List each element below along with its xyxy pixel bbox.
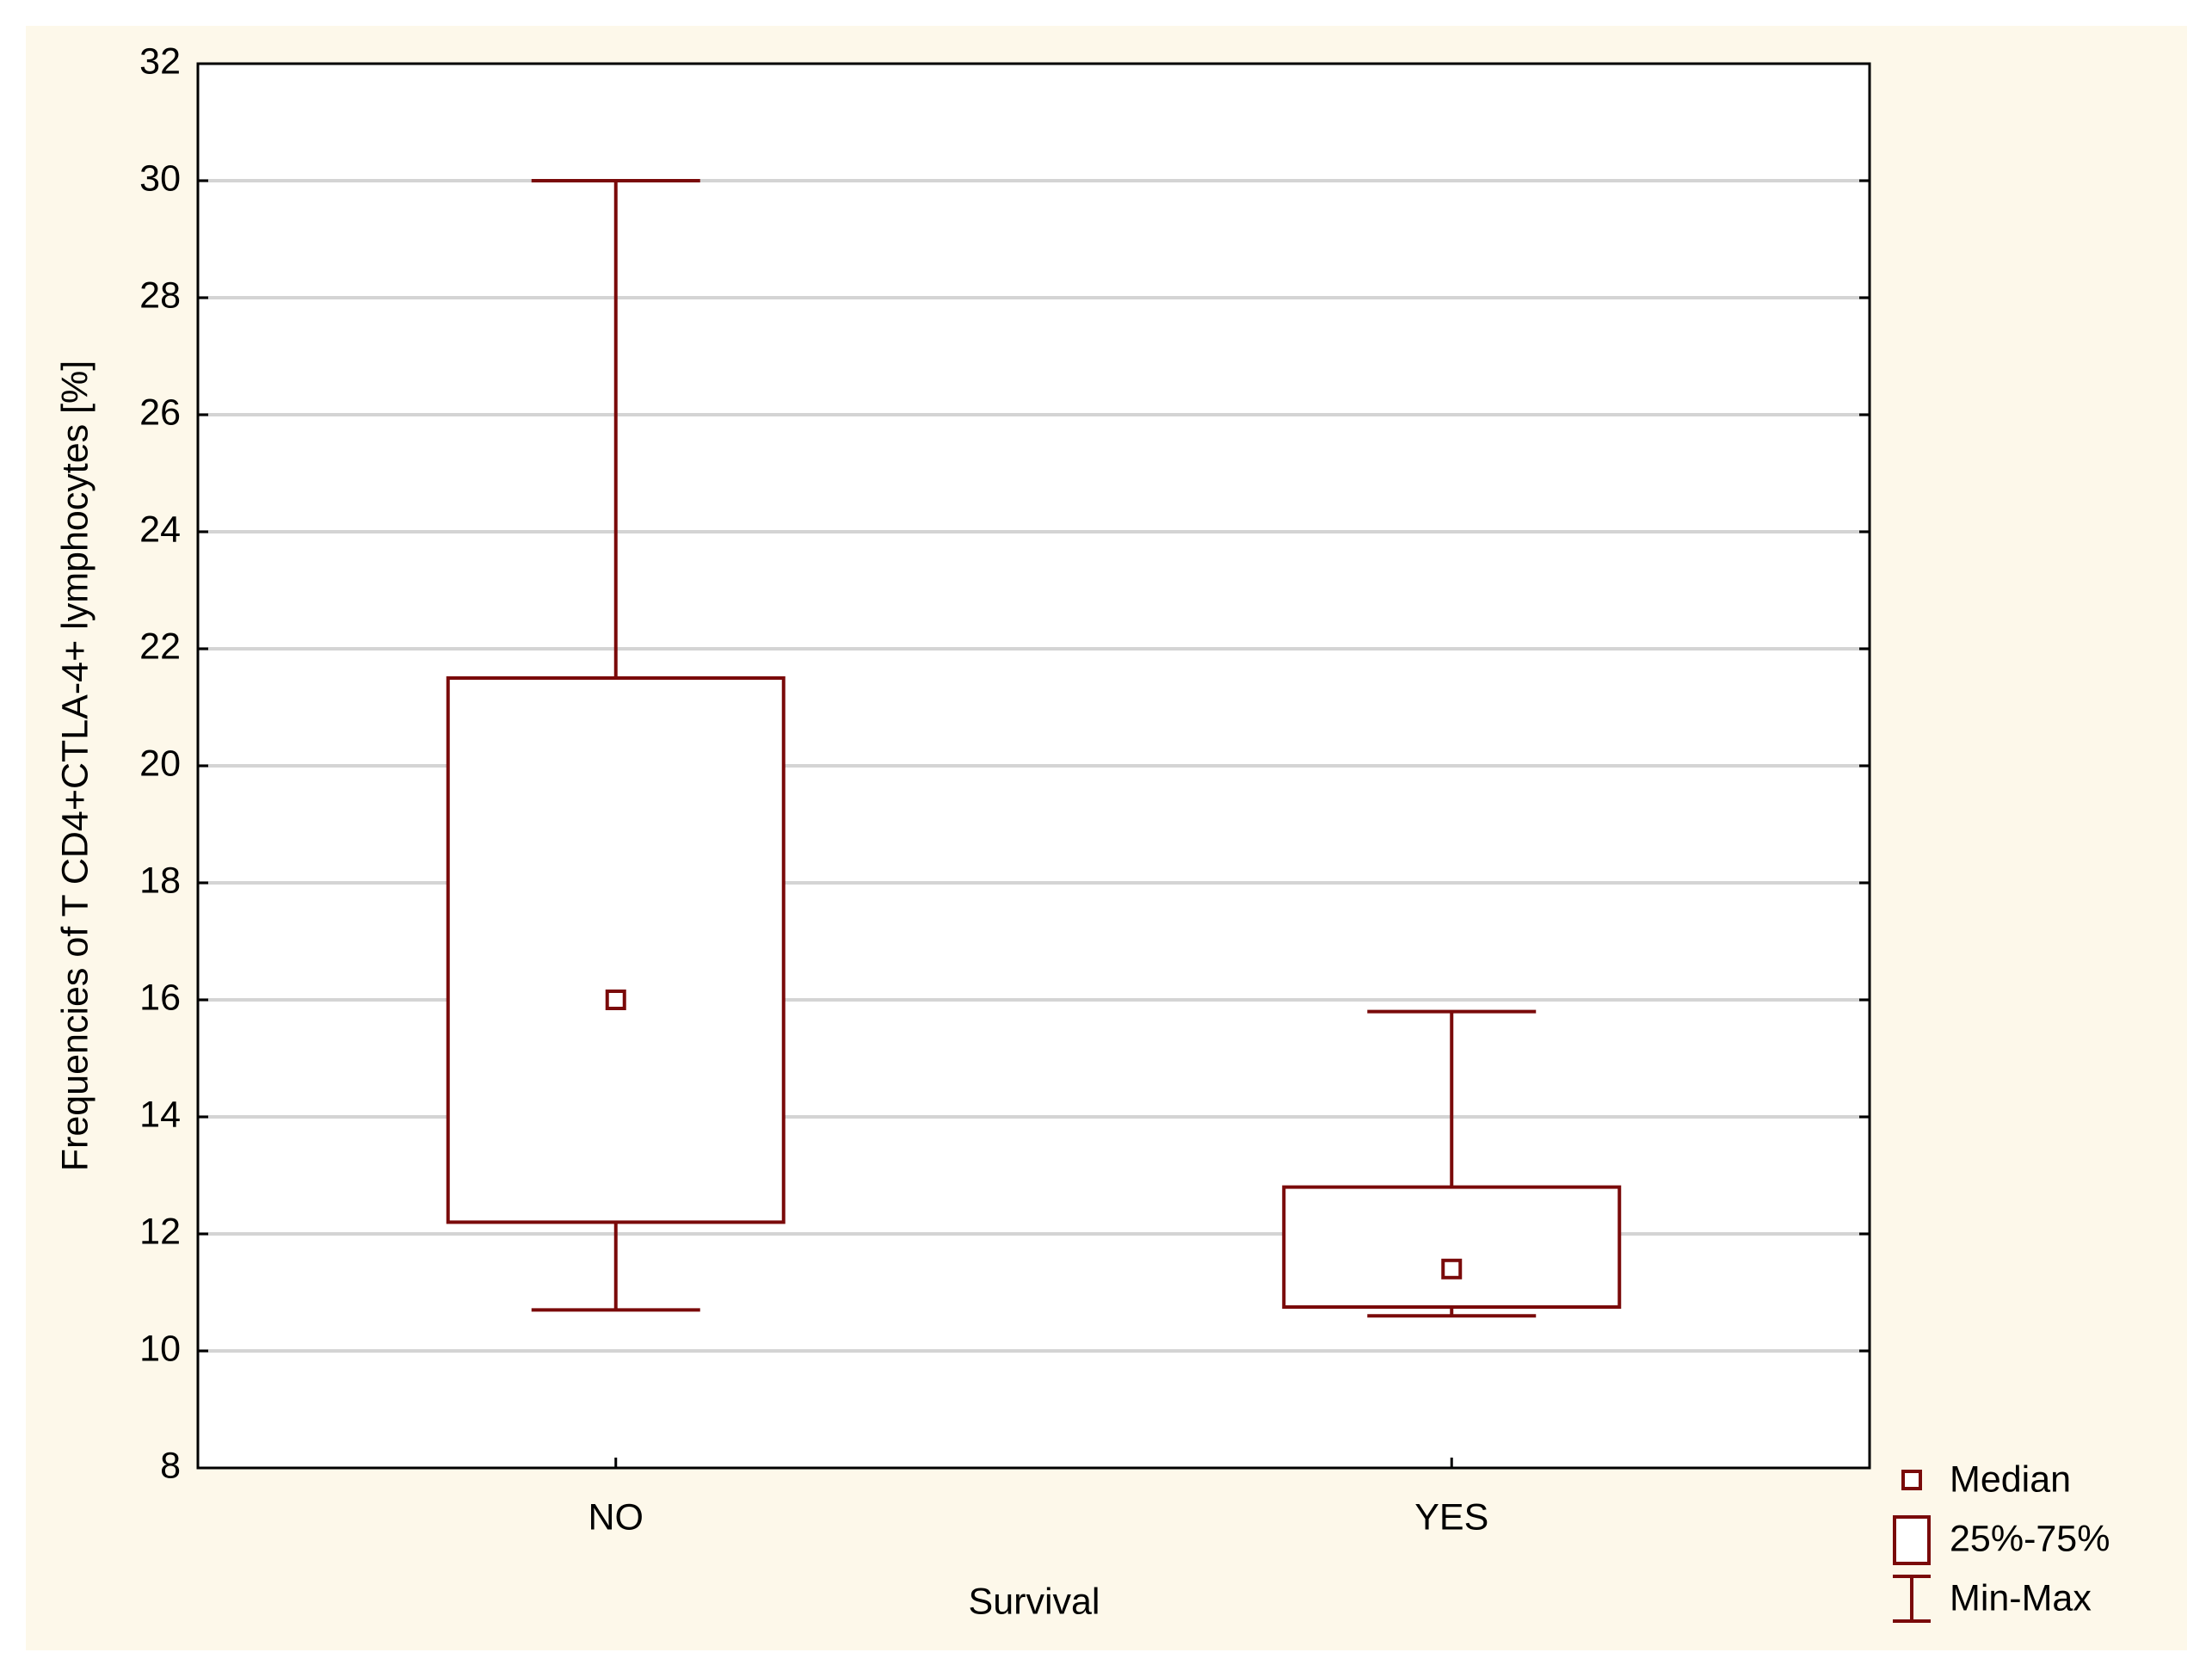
y-tick-label: 16 bbox=[139, 977, 181, 1018]
x-axis-label: Survival bbox=[969, 1581, 1100, 1622]
x-tick-label: YES bbox=[1414, 1496, 1488, 1538]
legend-label: Median bbox=[1950, 1458, 2071, 1500]
y-tick-label: 18 bbox=[139, 860, 181, 901]
box bbox=[446, 676, 786, 1224]
y-tick-label: 24 bbox=[139, 509, 181, 550]
y-tick-label: 20 bbox=[139, 743, 181, 784]
y-tick-label: 30 bbox=[139, 157, 181, 199]
y-tick-label: 26 bbox=[139, 392, 181, 433]
y-axis-label: Frequencies of T CD4+CTLA-4+ lymphocytes… bbox=[54, 361, 96, 1171]
y-tick-label: 8 bbox=[160, 1445, 181, 1486]
legend-label: Min-Max bbox=[1950, 1577, 2092, 1619]
y-tick-label: 32 bbox=[139, 40, 181, 82]
legend-label: 25%-75% bbox=[1950, 1518, 2110, 1559]
median-marker bbox=[605, 990, 626, 1010]
legend-median-icon bbox=[1901, 1470, 1922, 1490]
y-tick-label: 28 bbox=[139, 274, 181, 316]
y-tick-label: 12 bbox=[139, 1211, 181, 1252]
box bbox=[1282, 1185, 1622, 1309]
x-tick-label: NO bbox=[588, 1496, 644, 1538]
legend-box-icon bbox=[1893, 1515, 1931, 1565]
plot-frame bbox=[196, 62, 1871, 1470]
y-tick-label: 14 bbox=[139, 1094, 181, 1135]
y-tick-label: 22 bbox=[139, 626, 181, 667]
y-tick-label: 10 bbox=[139, 1328, 181, 1369]
median-marker bbox=[1441, 1258, 1463, 1279]
